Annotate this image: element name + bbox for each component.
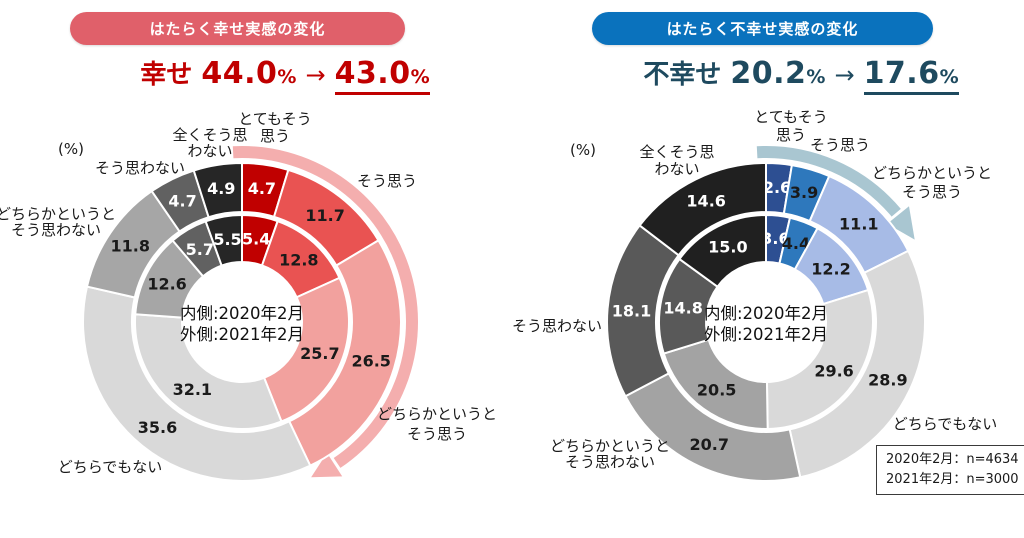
- sample-size-2021: 2021年2月：n=3000: [886, 472, 1019, 488]
- category-label: そう思わない: [565, 453, 655, 471]
- category-label: そう思う: [357, 172, 417, 190]
- slice-value: 25.7: [300, 344, 339, 363]
- category-label: そう思わない: [95, 159, 185, 177]
- slice-value: 5.4: [242, 230, 270, 249]
- happiness-outer-slice-6: [192, 162, 243, 219]
- category-label: そう思う: [407, 425, 467, 443]
- happiness-word: 幸せ: [140, 60, 193, 90]
- category-label: とてもそう: [754, 108, 828, 126]
- outer-ring-note: 外側:2021年2月: [703, 325, 829, 344]
- slice-value: 18.1: [612, 301, 651, 320]
- slice-value: 4.7: [248, 179, 276, 198]
- happiness-inner-slice-3: [134, 313, 283, 430]
- slice-value: 5.7: [186, 240, 214, 259]
- percent-unit-label: (%): [570, 141, 596, 159]
- unhappiness-to-value: 17.6%: [863, 56, 959, 95]
- category-label: そう思わない: [512, 317, 602, 335]
- right-arrow-glyph: →: [834, 61, 855, 89]
- category-label: 思う: [260, 127, 290, 145]
- trend-arrow-head: [887, 206, 915, 240]
- slice-value: 12.2: [811, 259, 850, 278]
- unhappiness-ring-legend: 内側:2020年2月 外側:2021年2月: [646, 303, 886, 345]
- slice-value: 12.6: [147, 275, 186, 294]
- unhappiness-inner-slice-3: [765, 289, 874, 430]
- happiness-outer-slice-3: [82, 285, 312, 482]
- trend-arrow: [232, 146, 418, 468]
- category-label: どちらかというと: [0, 205, 116, 223]
- slice-value: 28.9: [868, 371, 907, 390]
- slice-value: 35.6: [138, 418, 177, 437]
- slice-value: 4.9: [207, 179, 235, 198]
- unhappiness-outer-slice-6: [638, 162, 767, 257]
- slice-value: 11.8: [111, 237, 150, 256]
- unhappiness-inner-slice-6: [678, 214, 767, 288]
- category-label: 全くそう思: [172, 126, 247, 144]
- slice-value: 26.5: [351, 352, 390, 371]
- happiness-donut: 4.7 11.7 26.5 35.6 11.8 4.7 4.9 5.4 12.8 25.7 32.1…: [0, 110, 497, 482]
- slice-value: 14.6: [686, 191, 725, 210]
- unhappiness-donut: 2.63.9 11.1 28.9 20.7 18.1 14.6 3.64.412.2 29.6…: [512, 108, 998, 482]
- trend-arrow: [756, 146, 901, 217]
- happiness-from-value: 44.0%: [201, 56, 297, 91]
- slice-value: 11.1: [839, 214, 878, 233]
- category-label: どちらでもない: [893, 415, 998, 433]
- category-label: わない: [187, 142, 232, 160]
- sample-size-2020: 2020年2月：n=4634: [886, 452, 1019, 467]
- category-label: そう思う: [810, 136, 870, 154]
- unhappiness-headline: 不幸せ 20.2% → 17.6%: [601, 54, 1001, 95]
- slice-value: 15.0: [708, 238, 747, 257]
- inner-ring-note: 内側:2020年2月: [179, 304, 305, 323]
- happiness-to-value: 43.0%: [334, 56, 430, 95]
- inner-ring-note: 内側:2020年2月: [703, 304, 829, 323]
- category-label: 全くそう思: [639, 143, 714, 161]
- unhappiness-badge: はたらく不幸せ実感の変化: [592, 12, 933, 45]
- slice-value: 20.7: [689, 435, 728, 454]
- right-arrow-glyph: →: [305, 61, 326, 89]
- category-label: そう思わない: [11, 221, 101, 239]
- happiness-inner-slice-2: [263, 276, 350, 423]
- slice-value: 2.6: [763, 178, 791, 197]
- percent-unit-label: (%): [58, 140, 84, 158]
- slice-value: 14.8: [663, 299, 702, 318]
- slice-value: 20.5: [697, 380, 736, 399]
- happiness-inner-slice-6: [204, 214, 243, 267]
- happiness-outer-slice-2: [288, 239, 402, 467]
- category-label: わない: [654, 160, 699, 178]
- sample-size-note: 2020年2月：n=4634 2021年2月：n=3000: [876, 445, 1024, 496]
- category-label: そう思う: [902, 183, 962, 201]
- category-label: どちらかというと: [550, 437, 670, 455]
- happiness-headline: 幸せ 44.0% → 43.0%: [85, 54, 485, 95]
- category-label: 思う: [776, 126, 806, 144]
- slice-value: 3.6: [761, 229, 789, 248]
- happiness-badge: はたらく幸せ実感の変化: [70, 12, 405, 45]
- slice-value: 4.4: [782, 234, 810, 253]
- unhappiness-outer-slice-3: [788, 249, 926, 479]
- category-label: どちらかというと: [872, 164, 992, 182]
- slice-value: 32.1: [173, 380, 212, 399]
- unhappiness-word: 不幸せ: [643, 60, 722, 90]
- unhappiness-from-value: 20.2%: [730, 56, 826, 91]
- slice-value: 5.5: [213, 230, 241, 249]
- slice-value: 29.6: [814, 362, 853, 381]
- happiness-ring-legend: 内側:2020年2月 外側:2021年2月: [122, 303, 362, 345]
- category-label: とてもそう: [238, 110, 312, 128]
- trend-arrow-head: [311, 452, 343, 478]
- slice-value: 12.8: [279, 251, 318, 270]
- category-label: どちらかというと: [377, 405, 497, 423]
- category-label: どちらでもない: [58, 458, 163, 476]
- slice-value: 11.7: [305, 206, 344, 225]
- slice-value: 3.9: [790, 183, 818, 202]
- slice-value: 4.7: [168, 191, 196, 210]
- outer-ring-note: 外側:2021年2月: [179, 325, 305, 344]
